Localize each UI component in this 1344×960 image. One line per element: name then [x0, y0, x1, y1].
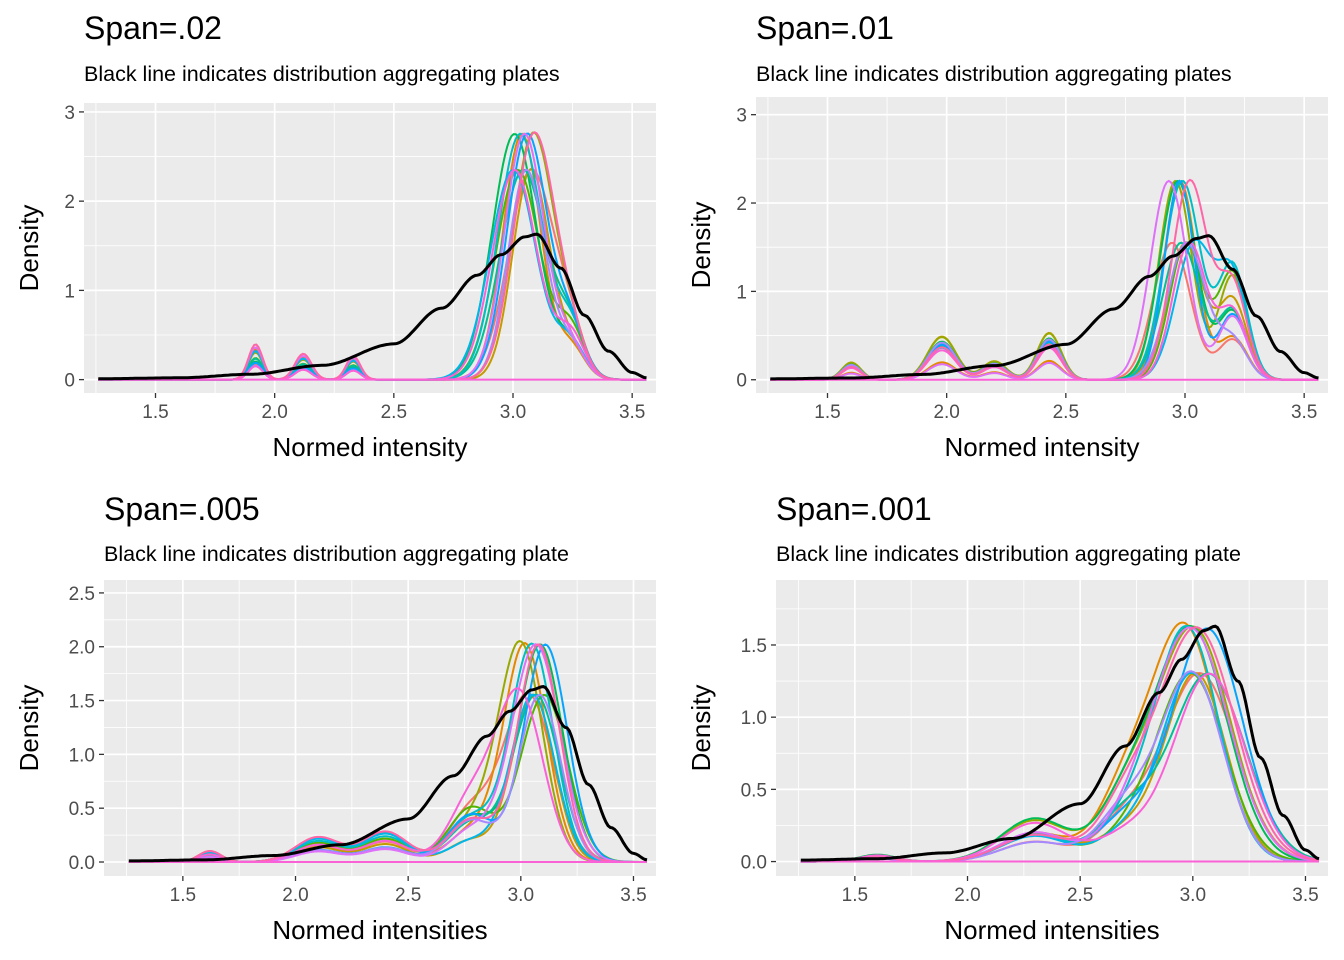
x-tick-label: 2.0: [933, 402, 959, 423]
plate-density-line: [770, 178, 1319, 381]
x-tick-label: 2.0: [282, 885, 308, 906]
y-axis-label: Density: [14, 205, 44, 292]
y-tick-label: 0: [64, 371, 75, 392]
x-tick-label: 3.0: [508, 885, 534, 906]
y-tick-label: 3: [736, 106, 747, 127]
x-axis-label: Normed intensities: [272, 915, 487, 945]
y-tick-label: 3: [64, 103, 75, 124]
density-plot: 1.5 2.0 2.5 3.0 3.5 0 1 2 3 Normed intensity Densi…: [686, 97, 1328, 462]
y-tick-label: 0.0: [741, 853, 767, 874]
y-axis-label: Density: [14, 685, 44, 772]
y-tick-label: 2.5: [69, 584, 95, 605]
y-tick-label: 0.5: [741, 780, 767, 801]
plate-density-line: [128, 643, 647, 863]
y-tick-label: 1.0: [741, 708, 767, 729]
aggregate-density-line: [770, 234, 1319, 381]
x-axis-label: Normed intensity: [272, 432, 467, 462]
y-tick-label: 2: [736, 194, 747, 215]
x-tick-label: 1.5: [142, 402, 168, 423]
chart-title: Span=.01: [756, 10, 894, 46]
y-axis-label: Density: [686, 202, 716, 289]
y-tick-label: 2.0: [69, 638, 95, 659]
x-axis-label: Normed intensities: [944, 915, 1159, 945]
aggregate-density-line: [128, 685, 648, 863]
chart-panel-span-001: Span=.001 Black line indicates distribut…: [672, 480, 1344, 960]
chart-title: Span=.02: [84, 10, 222, 46]
y-axis-label: Density: [686, 685, 716, 772]
chart-panel-span-005: Span=.005 Black line indicates distribut…: [0, 480, 672, 960]
x-tick-label: 1.5: [842, 885, 868, 906]
x-tick-label: 3.5: [1291, 402, 1317, 423]
x-tick-label: 2.5: [1067, 885, 1093, 906]
x-tick-label: 3.5: [1292, 885, 1318, 906]
density-plot: 1.5 2.0 2.5 3.0 3.5 0 1 2 3 Normed intensity Densi…: [14, 103, 656, 462]
chart-subtitle: Black line indicates distribution aggreg…: [776, 542, 1241, 566]
x-tick-label: 3.5: [620, 885, 646, 906]
y-tick-label: 1: [736, 282, 747, 303]
y-tick-label: 1: [64, 281, 75, 302]
x-tick-label: 3.5: [619, 402, 645, 423]
x-tick-label: 3.0: [500, 402, 526, 423]
density-plot: 1.5 2.0 2.5 3.0 3.5 0.0 0.5 1.0 1.5 Normed intens…: [686, 580, 1328, 945]
aggregate-density-line: [800, 624, 1320, 862]
y-tick-label: 0.5: [69, 799, 95, 820]
x-tick-label: 3.0: [1180, 885, 1206, 906]
y-tick-label: 1.0: [69, 745, 95, 766]
x-tick-label: 2.5: [1053, 402, 1079, 423]
x-tick-label: 2.0: [261, 402, 287, 423]
x-tick-label: 1.5: [170, 885, 196, 906]
x-tick-label: 3.0: [1172, 402, 1198, 423]
y-tick-label: 1.5: [741, 636, 767, 657]
y-tick-label: 0.0: [69, 853, 95, 874]
x-tick-label: 2.0: [954, 885, 980, 906]
plate-density-line: [770, 179, 1319, 381]
chart-panel-span-02: Span=.02 Black line indicates distributi…: [0, 0, 672, 480]
chart-subtitle: Black line indicates distribution aggreg…: [756, 62, 1232, 86]
chart-subtitle: Black line indicates distribution aggreg…: [84, 62, 560, 86]
x-tick-label: 1.5: [814, 402, 840, 423]
density-plot: 1.5 2.0 2.5 3.0 3.5 0.0 0.5 1.0 1.5 2.0 2.5 Normed …: [14, 580, 656, 945]
x-axis-label: Normed intensity: [944, 432, 1139, 462]
x-tick-label: 2.5: [395, 885, 421, 906]
x-tick-label: 2.5: [381, 402, 407, 423]
chart-subtitle: Black line indicates distribution aggreg…: [104, 542, 569, 566]
chart-title: Span=.005: [104, 491, 260, 527]
y-tick-label: 2: [64, 192, 75, 213]
chart-panel-span-01: Span=.01 Black line indicates distributi…: [672, 0, 1344, 480]
y-tick-label: 0: [736, 371, 747, 392]
chart-title: Span=.001: [776, 491, 932, 527]
y-tick-label: 1.5: [69, 692, 95, 713]
aggregate-density-line: [98, 232, 647, 381]
plate-density-line: [128, 687, 647, 863]
